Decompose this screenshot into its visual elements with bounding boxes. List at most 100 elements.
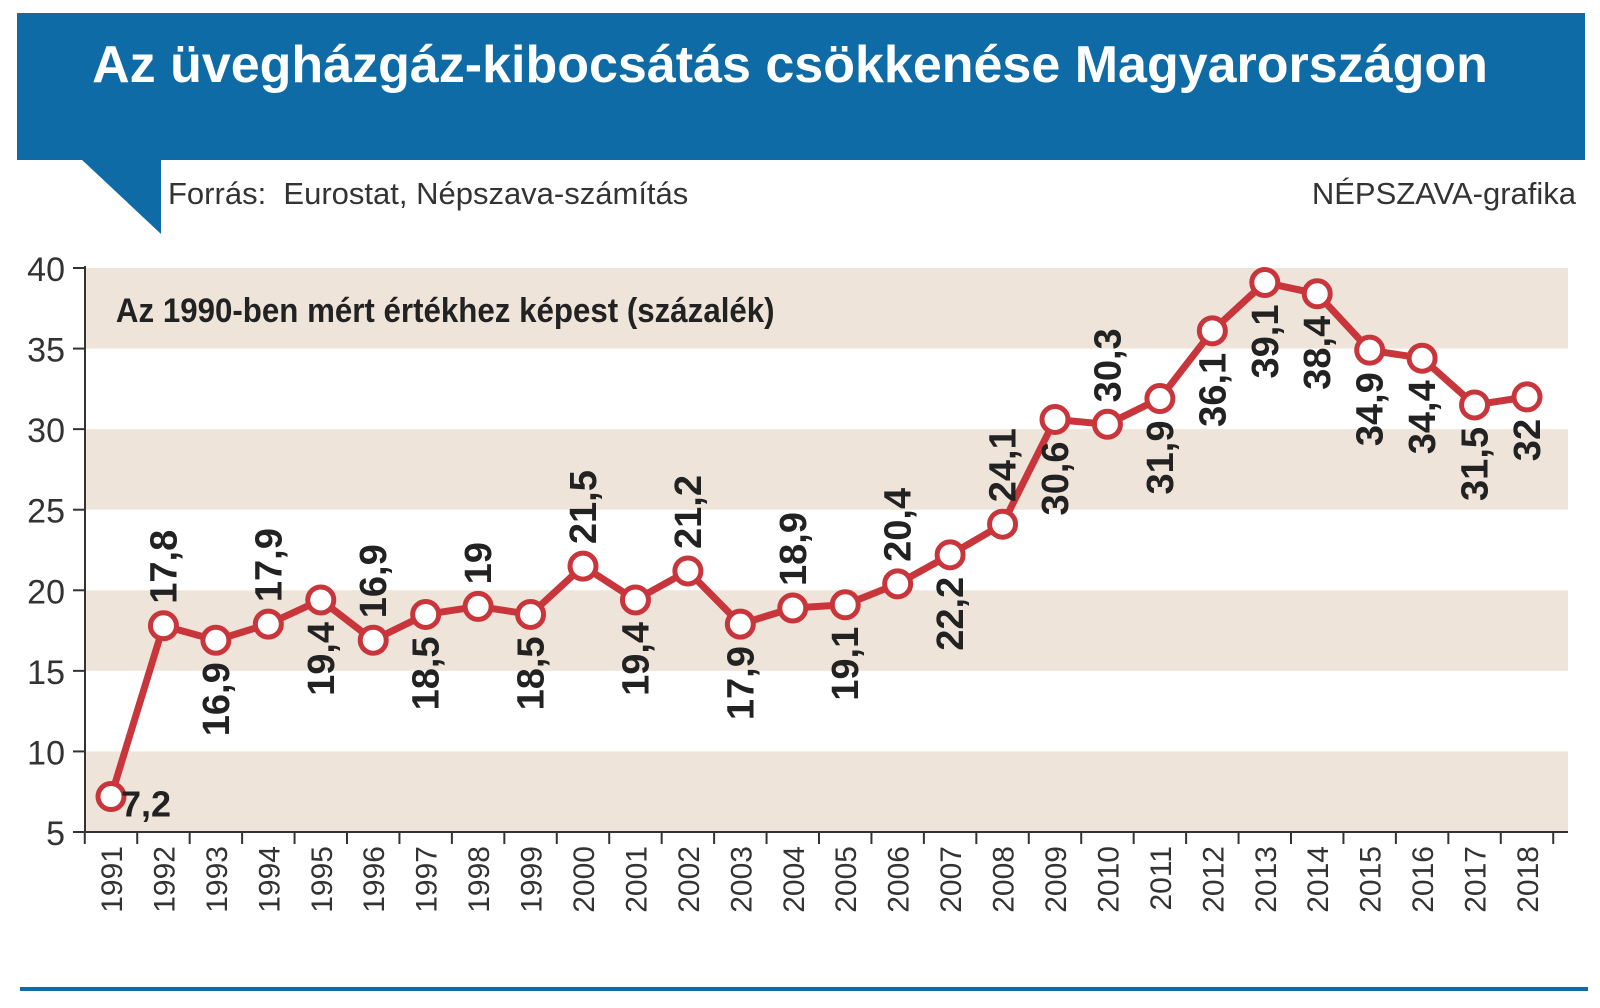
point-2010 — [1091, 408, 1123, 440]
title-banner-pointer — [80, 158, 161, 234]
x-tick-label-2012: 2012 — [1197, 846, 1230, 913]
graphic-credit: NÉPSZAVA-grafika — [1311, 176, 1576, 211]
data-label-2014: 38,4 — [1297, 316, 1339, 390]
point-2002 — [672, 555, 704, 587]
y-tick-label-35: 35 — [27, 332, 65, 370]
point-2014 — [1301, 278, 1333, 310]
data-label-2000: 21,5 — [563, 470, 605, 544]
x-tick-label-1995: 1995 — [306, 846, 339, 913]
x-tick-labels: 1991 1992 1993 1994 1995 1996 1997 1998 1999 2000… — [96, 846, 1545, 913]
band-25 — [85, 429, 1568, 510]
series-line — [107, 279, 1528, 798]
data-label-2012: 36,1 — [1192, 353, 1234, 427]
data-label-2006: 20,4 — [878, 488, 920, 562]
x-tick-label-2005: 2005 — [830, 846, 863, 913]
data-points — [95, 267, 1543, 813]
y-tick-label-25: 25 — [27, 493, 65, 531]
x-tick-label-2009: 2009 — [1040, 846, 1073, 913]
data-label-1999: 18,5 — [511, 636, 553, 710]
point-2004 — [777, 592, 809, 624]
x-tick-label-1992: 1992 — [148, 846, 181, 913]
y-tick-label-20: 20 — [27, 573, 65, 611]
x-tick-label-2000: 2000 — [568, 846, 601, 913]
x-tick-label-2004: 2004 — [778, 846, 811, 913]
data-label-1991: 7,2 — [121, 784, 171, 825]
point-2017 — [1459, 389, 1491, 421]
data-label-2004: 18,9 — [773, 512, 815, 586]
y-tick-label-10: 10 — [27, 734, 65, 772]
x-tick-label-2003: 2003 — [725, 846, 758, 913]
point-2008 — [987, 508, 1019, 540]
point-1994 — [252, 608, 284, 640]
point-1996 — [357, 624, 389, 656]
data-label-2003: 17,9 — [720, 646, 762, 720]
point-2007 — [934, 539, 966, 571]
y-tick-label-30: 30 — [27, 412, 65, 450]
data-label-2018: 32 — [1507, 419, 1549, 461]
point-1995 — [305, 584, 337, 616]
data-label-1996: 16,9 — [353, 544, 395, 618]
x-tick-label-2018: 2018 — [1512, 846, 1545, 913]
x-tick-label-1991: 1991 — [96, 846, 129, 913]
x-tick-label-2014: 2014 — [1302, 846, 1335, 913]
y-tick-labels: 5 10 15 20 25 30 35 40 — [27, 251, 65, 853]
data-label-2008: 24,1 — [983, 428, 1025, 502]
data-label-1994: 17,9 — [248, 528, 290, 602]
point-2005 — [829, 589, 861, 621]
data-label-2001: 19,4 — [615, 622, 657, 696]
point-1997 — [410, 598, 442, 630]
chart-axes — [73, 266, 1568, 844]
data-label-1995: 19,4 — [301, 622, 343, 696]
x-tick-label-2016: 2016 — [1407, 846, 1440, 913]
y-tick-label-15: 15 — [27, 654, 65, 692]
point-2000 — [567, 550, 599, 582]
x-tick-label-1994: 1994 — [253, 846, 286, 913]
point-1992 — [147, 610, 179, 642]
bottom-rule — [20, 987, 1588, 991]
point-2013 — [1249, 267, 1281, 299]
data-label-1992: 17,8 — [143, 530, 185, 604]
point-1998 — [462, 590, 494, 622]
data-label-2002: 21,2 — [668, 475, 710, 549]
title-banner — [17, 13, 1585, 160]
x-tick-label-1998: 1998 — [463, 846, 496, 913]
x-tick-label-2008: 2008 — [988, 846, 1021, 913]
chart-bands — [85, 268, 1568, 832]
x-tick-label-1997: 1997 — [411, 846, 444, 913]
y-tick-label-40: 40 — [27, 251, 65, 289]
x-tick-label-2015: 2015 — [1355, 846, 1388, 913]
point-2018 — [1511, 381, 1543, 413]
point-2015 — [1354, 334, 1386, 366]
data-label-2016: 34,4 — [1402, 380, 1444, 454]
x-tick-label-2017: 2017 — [1460, 846, 1493, 913]
data-label-2011: 31,9 — [1140, 421, 1182, 495]
data-label-2015: 34,9 — [1350, 372, 1392, 446]
point-2012 — [1196, 315, 1228, 347]
data-label-2009: 30,6 — [1035, 441, 1077, 515]
x-tick-label-2001: 2001 — [620, 846, 653, 913]
source-note: Forrás: Eurostat, Népszava-számítás — [168, 176, 689, 211]
point-2011 — [1144, 383, 1176, 415]
data-label-2010: 30,3 — [1087, 328, 1129, 402]
data-label-2005: 19,1 — [825, 627, 867, 701]
point-1999 — [515, 598, 547, 630]
point-2001 — [619, 584, 651, 616]
point-2016 — [1406, 342, 1438, 374]
point-2003 — [724, 608, 756, 640]
chart-subtitle: Az 1990-ben mért értékhez képest (százal… — [116, 291, 775, 330]
data-label-1997: 18,5 — [406, 636, 448, 710]
data-label-1998: 19 — [458, 542, 500, 584]
y-tick-label-5: 5 — [46, 815, 65, 853]
x-tick-label-1993: 1993 — [201, 846, 234, 913]
series-line-group — [107, 279, 1528, 798]
data-label-1993: 16,9 — [196, 662, 238, 736]
x-tick-label-2002: 2002 — [673, 846, 706, 913]
x-tick-label-2013: 2013 — [1250, 846, 1283, 913]
x-tick-label-2007: 2007 — [935, 846, 968, 913]
data-label-2017: 31,5 — [1455, 427, 1497, 501]
data-label-2007: 22,2 — [930, 577, 972, 651]
x-tick-label-1999: 1999 — [516, 846, 549, 913]
data-label-2013: 39,1 — [1245, 305, 1287, 379]
point-1993 — [200, 624, 232, 656]
chart-title: Az üvegházgáz-kibocsátás csökkenése Magy… — [92, 36, 1488, 94]
